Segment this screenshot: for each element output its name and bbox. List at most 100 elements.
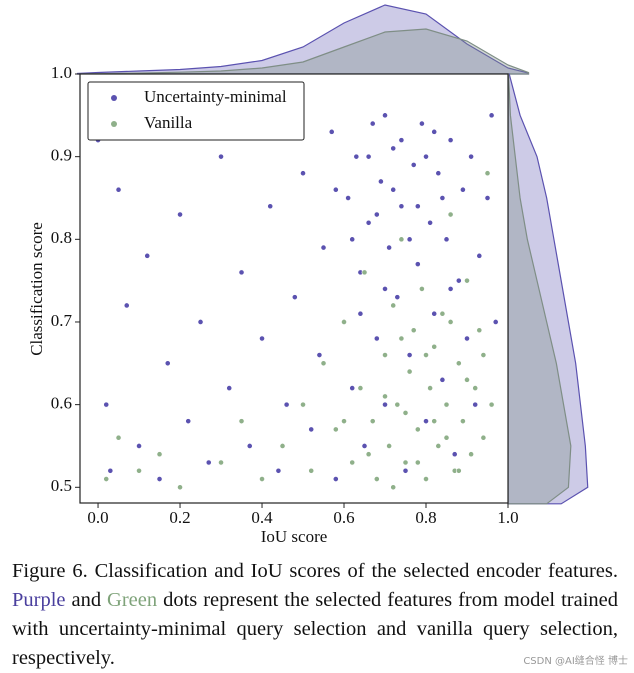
plot-area — [79, 73, 509, 504]
point — [156, 451, 163, 458]
point — [419, 120, 425, 127]
point — [382, 352, 388, 358]
point — [283, 401, 290, 408]
point — [357, 385, 364, 392]
point — [136, 443, 142, 449]
y-tick-label: 0.6 — [51, 394, 72, 413]
point — [390, 484, 397, 491]
y-density — [507, 73, 589, 505]
point — [406, 368, 413, 375]
point — [107, 467, 114, 474]
point — [378, 178, 384, 185]
point — [455, 360, 462, 367]
point — [472, 385, 479, 392]
point — [406, 236, 413, 243]
watermark: CSDN @AI缝合怪 博士 — [523, 656, 628, 667]
point — [316, 352, 323, 358]
point — [275, 467, 282, 474]
point — [398, 137, 405, 144]
x-tick-label: 0.0 — [87, 508, 108, 527]
point — [410, 327, 417, 334]
point — [460, 418, 466, 425]
point — [357, 310, 364, 317]
point — [345, 195, 352, 201]
point — [476, 327, 483, 334]
point — [480, 352, 487, 358]
point — [369, 418, 376, 425]
point — [476, 252, 483, 259]
point — [443, 236, 450, 243]
point — [427, 219, 434, 226]
point — [156, 476, 163, 482]
point — [328, 128, 335, 135]
point — [226, 385, 233, 392]
point — [414, 459, 421, 466]
point — [435, 170, 442, 177]
x-tick-label: 0.8 — [415, 508, 436, 527]
point — [398, 203, 405, 210]
point — [402, 467, 409, 474]
point — [394, 294, 401, 301]
point — [455, 467, 462, 474]
caption-part: dots represent the selected features fro… — [12, 589, 618, 669]
point — [386, 443, 393, 449]
point — [349, 459, 356, 466]
point — [464, 277, 470, 284]
point — [373, 335, 380, 342]
point — [320, 244, 327, 251]
caption-part: and — [65, 589, 108, 611]
point — [484, 195, 491, 201]
point — [218, 153, 224, 160]
point — [447, 286, 454, 292]
point — [144, 252, 151, 259]
point — [451, 451, 458, 458]
legend-box — [87, 81, 305, 141]
point — [435, 443, 442, 449]
point — [492, 319, 499, 325]
point — [382, 401, 388, 408]
x-tick-label: 0.6 — [333, 508, 354, 527]
point — [279, 443, 286, 449]
y-label: Classification score — [27, 222, 46, 356]
y-density — [507, 73, 572, 505]
point — [484, 170, 491, 177]
point — [177, 211, 183, 218]
point — [308, 467, 315, 474]
point — [480, 434, 487, 441]
point — [423, 418, 429, 425]
point — [427, 385, 434, 392]
point — [394, 401, 401, 408]
point — [447, 137, 454, 144]
legend-marker — [111, 121, 117, 127]
point — [205, 459, 212, 466]
point — [349, 385, 356, 392]
point — [369, 120, 376, 127]
point — [382, 286, 388, 292]
point — [267, 203, 274, 210]
x-tick-label: 0.2 — [169, 508, 190, 527]
point — [177, 484, 183, 491]
point — [431, 418, 438, 425]
point — [414, 203, 421, 210]
point — [464, 376, 470, 383]
point — [365, 451, 372, 458]
point — [115, 186, 122, 193]
point — [300, 401, 306, 408]
point — [365, 153, 372, 160]
point — [259, 335, 265, 342]
y-tick-label: 0.8 — [51, 228, 72, 247]
caption-part: Green — [107, 589, 158, 611]
caption-part: Figure 6. Classification and IoU scores … — [12, 560, 618, 582]
point — [468, 451, 475, 458]
point — [447, 319, 454, 325]
y-tick-label: 0.5 — [51, 476, 72, 495]
point — [365, 219, 372, 226]
point — [361, 269, 368, 276]
point — [386, 244, 393, 251]
point — [402, 410, 409, 416]
point — [406, 352, 413, 358]
y-tick-label: 0.9 — [51, 146, 72, 165]
point — [398, 236, 405, 243]
point — [410, 162, 417, 168]
